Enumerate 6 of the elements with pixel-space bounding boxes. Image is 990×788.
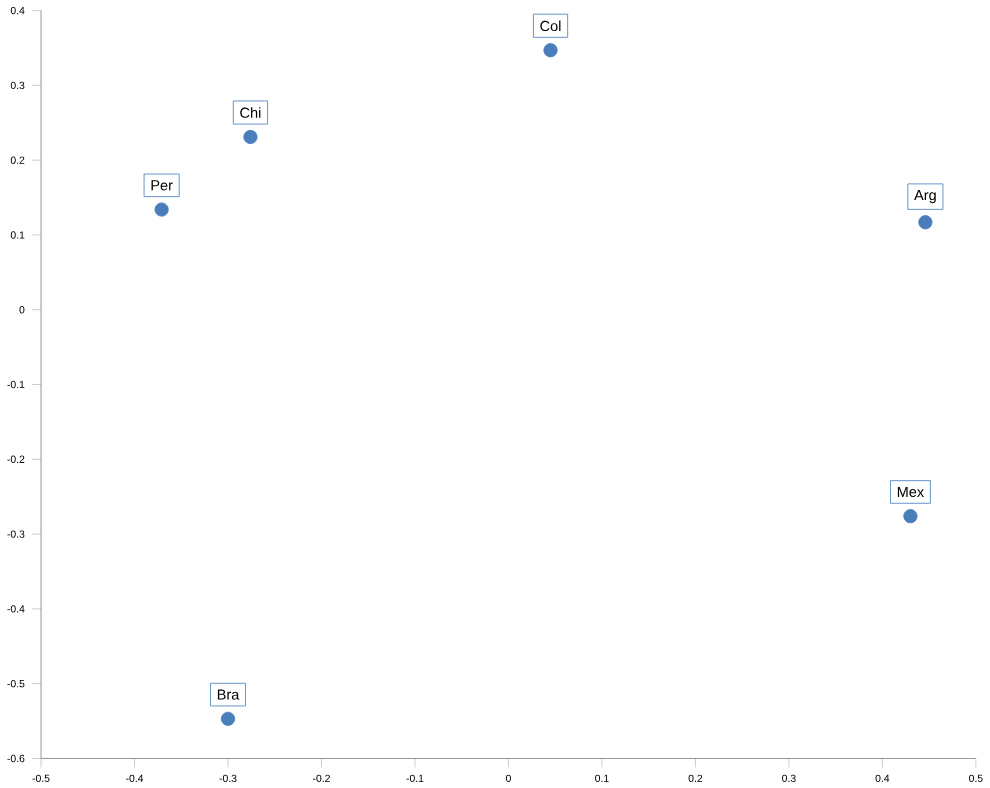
point [918,214,933,229]
point [543,42,558,57]
point [220,711,236,726]
point [154,201,169,217]
point [903,508,918,523]
point [243,129,258,144]
